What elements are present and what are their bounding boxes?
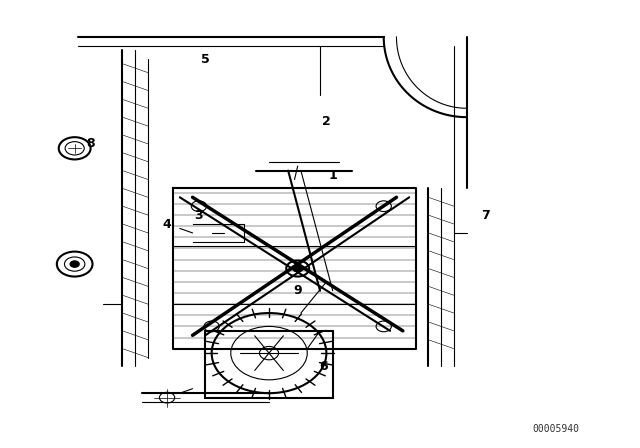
Bar bbox=[205, 331, 333, 398]
Text: 3: 3 bbox=[195, 209, 204, 222]
Circle shape bbox=[259, 346, 278, 360]
Circle shape bbox=[70, 261, 79, 267]
Text: 1: 1 bbox=[328, 168, 337, 181]
Circle shape bbox=[376, 321, 392, 332]
Circle shape bbox=[376, 201, 392, 211]
Text: 6: 6 bbox=[319, 360, 328, 373]
Text: 00005940: 00005940 bbox=[532, 424, 579, 434]
Text: 5: 5 bbox=[201, 53, 210, 66]
Text: 7: 7 bbox=[481, 209, 490, 222]
Text: 4: 4 bbox=[163, 217, 172, 231]
Text: 9: 9 bbox=[293, 284, 302, 297]
Text: 8: 8 bbox=[86, 138, 95, 151]
Circle shape bbox=[292, 265, 303, 272]
Text: 2: 2 bbox=[322, 115, 331, 128]
Circle shape bbox=[191, 201, 207, 211]
Circle shape bbox=[204, 321, 220, 332]
